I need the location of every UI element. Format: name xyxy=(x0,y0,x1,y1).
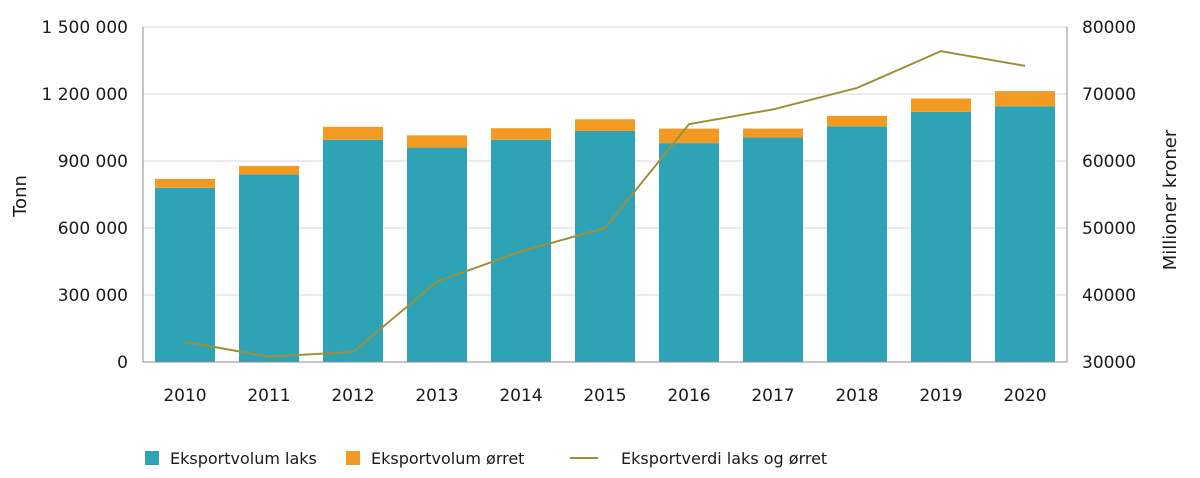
bar-orret xyxy=(827,115,887,127)
legend-item-eksportverdi-label: Eksportverdi laks og ørret xyxy=(621,449,827,468)
x-tick: 2011 xyxy=(247,386,290,406)
bar-laks xyxy=(323,139,383,362)
tick-labels: 0 300 000 600 000 900 000 1 200 000 1 500 000… xyxy=(41,18,1136,406)
y-tick-left: 300 000 xyxy=(58,286,128,306)
bar-laks xyxy=(659,143,719,362)
bar-laks xyxy=(743,137,803,362)
x-tick: 2018 xyxy=(835,386,878,406)
bar-orret xyxy=(407,135,467,148)
y-axis-title-right: Millioner kroner xyxy=(1160,129,1181,270)
bar-laks xyxy=(239,174,299,362)
y-tick-right: 80000 xyxy=(1082,18,1136,38)
bar-laks xyxy=(407,147,467,362)
line-eksportverdi xyxy=(184,50,1026,358)
value-line xyxy=(184,50,1026,358)
legend-item-orret-label: Eksportvolum ørret xyxy=(371,449,524,468)
x-tick: 2015 xyxy=(583,386,626,406)
bar-laks xyxy=(911,111,971,362)
y-tick-right: 30000 xyxy=(1082,353,1136,373)
bar-orret xyxy=(575,119,635,131)
x-tick: 2020 xyxy=(1003,386,1046,406)
bar-laks xyxy=(827,126,887,362)
bar-orret xyxy=(743,128,803,138)
bar-laks xyxy=(995,106,1055,363)
x-tick: 2010 xyxy=(163,386,206,406)
x-tick: 2012 xyxy=(331,386,374,406)
x-tick: 2017 xyxy=(751,386,794,406)
y-tick-left: 600 000 xyxy=(58,219,128,239)
legend-item-laks-label: Eksportvolum laks xyxy=(170,449,317,468)
bar-orret xyxy=(911,98,971,112)
y-tick-right: 70000 xyxy=(1082,85,1136,105)
bar-orret xyxy=(995,91,1055,107)
y-tick-left: 0 xyxy=(117,353,128,373)
y-tick-left: 1 200 000 xyxy=(41,85,128,105)
bar-orret xyxy=(659,128,719,144)
x-tick: 2016 xyxy=(667,386,710,406)
legend-item-orret-swatch xyxy=(346,451,360,465)
bars xyxy=(155,91,1055,363)
bar-orret xyxy=(323,126,383,140)
bar-laks xyxy=(575,130,635,362)
y-tick-right: 40000 xyxy=(1082,286,1136,306)
bar-laks xyxy=(155,187,215,362)
legend-item-laks-swatch xyxy=(145,451,159,465)
x-tick: 2014 xyxy=(499,386,542,406)
bar-orret xyxy=(239,165,299,175)
x-tick: 2013 xyxy=(415,386,458,406)
y-axis-title-left: Tonn xyxy=(10,175,31,218)
y-tick-right: 50000 xyxy=(1082,219,1136,239)
axes xyxy=(142,27,1068,363)
bar-orret xyxy=(491,128,551,140)
y-tick-right: 60000 xyxy=(1082,152,1136,172)
y-tick-left: 1 500 000 xyxy=(41,18,128,38)
bar-orret xyxy=(155,178,215,188)
x-tick: 2019 xyxy=(919,386,962,406)
legend: Eksportvolum laks Eksportvolum ørret Ekspo… xyxy=(145,449,827,468)
y-tick-left: 900 000 xyxy=(58,152,128,172)
